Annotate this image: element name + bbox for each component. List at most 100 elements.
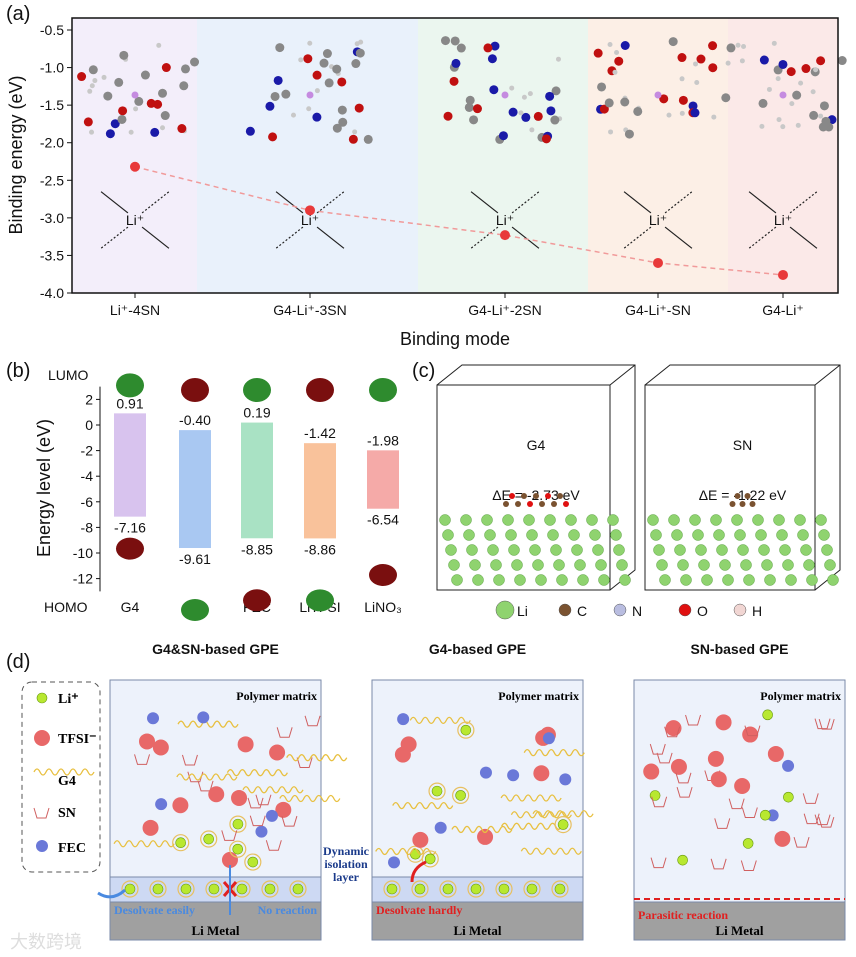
adsorbate-atom (521, 493, 527, 499)
molecule-atom (735, 42, 741, 48)
li-metal (633, 901, 846, 941)
li-metal-label: Li Metal (715, 923, 763, 938)
energy-axis-title: Energy level (eV) (34, 419, 54, 557)
panel-title: G4&SN-based GPE (152, 641, 279, 657)
g4-chain-icon (279, 794, 341, 803)
y-axis-title: Binding energy (eV) (6, 75, 26, 234)
sn-molecule-icon (675, 772, 692, 784)
panel-label-c: (c) (412, 360, 435, 382)
li-atom (574, 559, 586, 571)
legend-n-icon (613, 603, 627, 617)
li-atom (764, 574, 776, 586)
molecule-atom (303, 54, 313, 64)
li-atom (442, 529, 454, 541)
li-ion-icon (208, 883, 220, 895)
li-atom (794, 514, 806, 526)
li-ion-icon (292, 883, 304, 895)
li-atom (448, 559, 460, 571)
g4-ring-icon (261, 880, 279, 898)
molecule-atom (456, 43, 466, 53)
g4-chain-icon (520, 847, 582, 855)
sn-molecule-icon (664, 726, 681, 738)
molecule-atom (620, 40, 630, 50)
li-atom (695, 544, 707, 556)
series-line (134, 166, 784, 276)
adsorbate-atom (563, 501, 569, 507)
sn-molecule-icon (740, 860, 757, 871)
lumo-value: 0.91 (116, 395, 143, 411)
molecule-atom (87, 88, 93, 94)
sn-molecule-icon (197, 780, 214, 792)
adsorbate-atom (729, 501, 736, 507)
li-atom (505, 529, 517, 541)
note-right: No reaction (258, 903, 318, 917)
molecule-atom (89, 129, 95, 135)
molecule-atom (607, 42, 613, 48)
sn-molecule-icon (255, 794, 272, 806)
bond (100, 191, 129, 214)
li-ion-icon (742, 838, 754, 849)
molecule-atom (824, 122, 834, 132)
sn-molecule-icon (802, 793, 819, 804)
bond (623, 226, 652, 249)
tfsi-anion-icon (734, 778, 751, 795)
fec-molecule-icon (397, 713, 410, 726)
molecule-atom (550, 115, 560, 125)
tfsi-anion-icon (231, 789, 248, 806)
molecule-atom (245, 126, 255, 136)
molecule-atom (759, 55, 769, 65)
tfsi-anion-icon (237, 736, 254, 753)
li-atom (501, 91, 509, 99)
tfsi-anion-icon (670, 758, 687, 775)
li-atom (550, 544, 562, 556)
g4-chain-icon (286, 754, 348, 762)
li-ion-icon (247, 856, 259, 868)
molecule-atom (721, 93, 731, 103)
g4-ring-icon (177, 880, 195, 898)
legend-li-icon (495, 600, 515, 620)
cell-front (644, 384, 816, 591)
molecule-atom (322, 49, 332, 59)
x-tick-label: G4-Li⁺-3SN (273, 302, 347, 318)
molecule-atom (92, 78, 98, 84)
sn-molecule-icon (651, 796, 668, 808)
fec-molecule-icon (479, 766, 492, 779)
y-tick-label: -4 (81, 468, 94, 484)
molecule-atom (324, 78, 334, 88)
sn-molecule-icon (728, 798, 745, 810)
molecule-atom (158, 88, 168, 98)
molecule-atom (498, 131, 508, 141)
li-atom (740, 559, 752, 571)
sn-molecule-icon (249, 815, 266, 827)
polymer-matrix-label: Polymer matrix (236, 689, 317, 703)
fec-molecule-icon (507, 769, 520, 782)
li-atom (710, 514, 722, 526)
li-ion-icon (557, 819, 569, 830)
li-ion-icon (554, 883, 566, 895)
g4-chain-icon (532, 810, 594, 818)
sn-molecule-icon (744, 725, 761, 737)
li-metal-label: Li Metal (453, 923, 501, 938)
li-atom (595, 559, 607, 571)
sn-molecule-icon (33, 807, 50, 819)
legend-label: TFSI⁻ (58, 732, 97, 747)
g4-chain-icon (226, 769, 288, 777)
lumo-orbital (243, 378, 271, 402)
molecule-atom (150, 127, 160, 137)
molecule-atom (332, 123, 342, 133)
cell-edge (814, 364, 841, 386)
tfsi-anion-icon (715, 714, 732, 731)
g4-ring-icon (383, 880, 401, 898)
molecule-atom (778, 59, 788, 69)
li-ion-icon (236, 883, 248, 895)
data-point (305, 205, 315, 216)
molecule-atom (117, 114, 127, 124)
molecule-atom (508, 107, 518, 117)
molecule-atom (668, 37, 678, 47)
molecule-atom (77, 72, 87, 82)
molecule-atom (352, 129, 358, 135)
molecule-atom (533, 111, 543, 121)
li-atom (827, 574, 839, 586)
molecule-atom (775, 76, 781, 82)
li-atom (815, 514, 827, 526)
